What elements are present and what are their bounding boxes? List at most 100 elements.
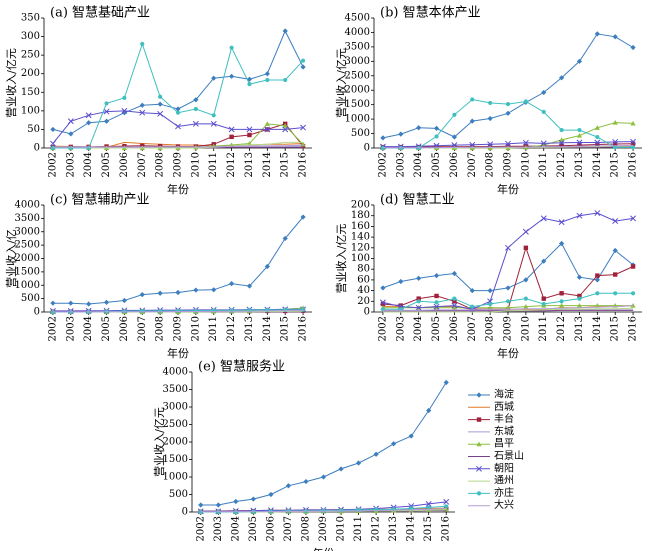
x-tick-label: 2008 — [485, 316, 496, 341]
x-tick-label: 2008 — [485, 152, 496, 177]
legend-label: 朝阳 — [494, 462, 514, 474]
x-tick-label: 2015 — [610, 152, 621, 177]
chart-panel: 0 500 1000 1500 2000 2500 3000 3500 4000 4500 2002… — [334, 5, 642, 196]
marker — [451, 302, 458, 309]
chart-title: (a) 智慧基础产业 — [50, 5, 150, 21]
x-tick-label: 2009 — [173, 316, 184, 341]
y-axis-label: 营业收入/亿 — [4, 229, 18, 288]
marker — [541, 301, 546, 307]
marker — [426, 505, 431, 510]
marker — [140, 41, 145, 47]
legend-marker — [476, 491, 482, 496]
legend-marker-shape — [476, 417, 482, 422]
marker — [104, 101, 109, 106]
x-tick-label: 2005 — [101, 316, 112, 341]
y-tick-label: 80 — [357, 264, 370, 275]
marker — [630, 44, 636, 51]
legend-label: 大兴 — [494, 498, 514, 511]
marker — [228, 126, 235, 133]
marker — [613, 291, 618, 296]
x-tick-label: 2010 — [190, 152, 201, 177]
series-line — [52, 141, 304, 149]
y-tick-label: 1500 — [345, 99, 370, 110]
marker — [338, 508, 344, 513]
series-line — [52, 42, 304, 149]
y-tick-label: 200 — [21, 68, 40, 79]
marker — [229, 134, 234, 140]
marker — [121, 107, 128, 114]
y-tick-label: 100 — [21, 105, 40, 116]
marker — [285, 483, 292, 489]
marker — [594, 125, 600, 130]
marker — [434, 300, 439, 305]
y-tick-label: 180 — [351, 210, 370, 221]
marker — [559, 299, 564, 304]
y-axis-label: 营业收入/亿元 — [152, 407, 166, 477]
marker — [433, 125, 440, 131]
marker — [576, 302, 583, 308]
marker — [265, 77, 270, 83]
marker — [86, 145, 91, 151]
y-tick-label: 100 — [351, 253, 370, 264]
marker — [175, 289, 181, 296]
series-line — [200, 508, 447, 513]
y-tick-label: 1000 — [15, 280, 40, 291]
marker — [211, 287, 217, 293]
marker — [594, 210, 601, 216]
marker — [630, 145, 636, 150]
x-tick-label: 2010 — [190, 316, 201, 341]
x-tick-label: 2011 — [353, 516, 364, 541]
marker — [210, 120, 217, 127]
marker — [416, 275, 422, 281]
marker — [233, 498, 239, 505]
y-tick-label: 2000 — [163, 437, 188, 448]
marker — [470, 304, 475, 309]
marker — [391, 441, 397, 447]
y-tick-label: 4500 — [345, 13, 370, 24]
marker — [175, 110, 181, 115]
marker — [67, 118, 74, 125]
marker — [355, 460, 362, 466]
marker — [595, 291, 600, 296]
x-tick-label: 2004 — [83, 152, 94, 177]
y-axis-label: 营业收入/亿元 — [334, 224, 348, 294]
y-tick-label: 3000 — [163, 402, 188, 413]
x-tick-label: 2013 — [244, 316, 255, 341]
x-tick-label: 2004 — [413, 316, 424, 341]
x-tick-label: 2011 — [538, 316, 549, 341]
x-tick-label: 2004 — [83, 316, 94, 341]
series-line — [200, 382, 447, 506]
series-line — [382, 212, 634, 310]
legend-label: 昌平 — [494, 438, 514, 450]
marker — [541, 142, 547, 148]
y-tick-label: 4000 — [15, 200, 40, 211]
marker — [300, 58, 306, 63]
x-tick-label: 2016 — [628, 152, 639, 177]
marker — [300, 64, 306, 70]
x-axis-label: 年份 — [167, 182, 189, 196]
marker — [469, 141, 476, 148]
x-tick-label: 2003 — [65, 316, 76, 341]
marker — [139, 102, 145, 108]
marker — [264, 121, 270, 126]
marker — [505, 285, 511, 291]
marker — [175, 123, 181, 130]
y-tick-label: 50 — [27, 124, 40, 135]
series-line — [382, 242, 634, 292]
x-tick-label: 2005 — [248, 516, 259, 541]
marker — [416, 296, 421, 301]
marker — [630, 138, 637, 145]
marker — [193, 97, 199, 103]
x-tick-label: 2013 — [244, 152, 255, 177]
marker — [68, 300, 74, 306]
marker — [139, 292, 145, 298]
legend-label: 亦庄 — [494, 486, 514, 499]
marker — [373, 451, 379, 457]
marker — [229, 308, 234, 313]
marker — [559, 128, 564, 133]
marker — [594, 277, 600, 283]
y-tick-label: 120 — [351, 242, 370, 253]
marker — [193, 308, 198, 313]
x-tick-label: 2014 — [592, 152, 603, 177]
